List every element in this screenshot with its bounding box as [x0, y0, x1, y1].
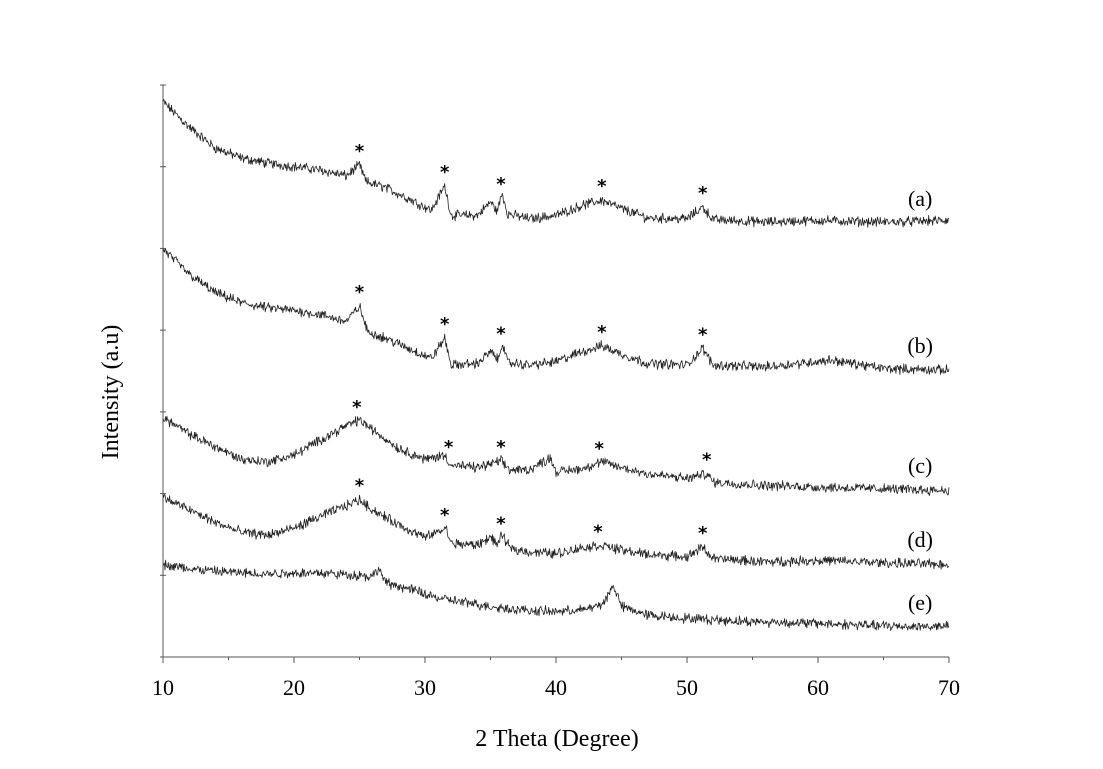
series-label: (c) — [908, 453, 932, 478]
peak-marker: * — [593, 522, 603, 543]
x-tick-label: 30 — [414, 675, 436, 700]
x-tick-label: 70 — [938, 675, 960, 700]
peak-marker: * — [355, 282, 365, 303]
x-tick-label: 10 — [152, 675, 174, 700]
peak-markers: * * * * * * * * * * * * * * * * * * * * — [352, 141, 712, 544]
peak-marker: * — [702, 450, 712, 471]
series-trace-1 — [162, 99, 950, 228]
series-trace-2 — [162, 248, 950, 375]
x-tick-label: 60 — [807, 675, 829, 700]
peak-marker: * — [444, 437, 454, 458]
peak-marker: * — [440, 314, 450, 335]
series-trace-4 — [162, 494, 950, 570]
axes: 10 20 30 40 50 60 70 — [152, 84, 960, 700]
peak-marker: * — [597, 176, 607, 197]
peak-marker: * — [496, 514, 506, 535]
series-trace-3 — [162, 415, 950, 496]
peak-marker: * — [352, 397, 362, 418]
peak-marker: * — [496, 324, 506, 345]
x-tick-label: 40 — [545, 675, 567, 700]
peak-marker: * — [440, 162, 450, 183]
series-label: (e) — [908, 590, 932, 615]
x-tick-label: 50 — [676, 675, 698, 700]
series-labels: (a) (b) (c) (d) (e) — [907, 186, 933, 615]
peak-marker: * — [496, 174, 506, 195]
peak-marker: * — [496, 437, 506, 458]
traces — [162, 99, 950, 631]
peak-marker: * — [595, 439, 605, 460]
series-label: (a) — [908, 186, 932, 211]
peak-marker: * — [698, 324, 708, 345]
peak-marker: * — [597, 322, 607, 343]
x-axis-title: 2 Theta (Degree) — [475, 726, 638, 752]
peak-marker: * — [355, 141, 365, 162]
x-tick-label: 20 — [283, 675, 305, 700]
peak-marker: * — [698, 183, 708, 204]
series-label: (d) — [907, 527, 933, 552]
peak-marker: * — [698, 523, 708, 544]
y-axis-title: Intensity (a.u) — [98, 325, 124, 460]
peak-marker: * — [355, 476, 365, 497]
peak-marker: * — [440, 505, 450, 526]
series-label: (b) — [907, 333, 933, 358]
series-trace-5 — [162, 559, 950, 631]
